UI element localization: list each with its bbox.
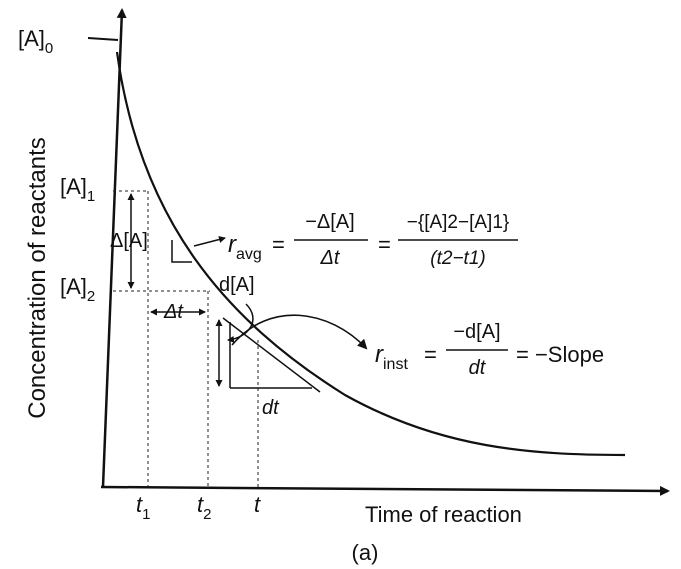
delta-a-label: Δ[A] <box>110 230 148 252</box>
r-inst-frac-num: −d[A] <box>453 321 500 343</box>
r-avg-equals2: = <box>378 232 391 257</box>
r-inst-equals: = <box>424 342 437 367</box>
svg-text:rinst: rinst <box>375 341 408 373</box>
t-label: t <box>254 492 261 517</box>
svg-text:ravg: ravg <box>228 231 262 263</box>
r-avg-symbol: r <box>228 231 237 258</box>
r-avg-equation: ravg = −Δ[A] Δt = −{[A]2−[A]1} (t2−t1) <box>228 211 518 269</box>
y-axis-label: Concentration of reactants <box>24 137 51 419</box>
a0-tick <box>87 37 119 41</box>
r-inst-sub: inst <box>383 356 408 373</box>
r-inst-tail: = −Slope <box>516 342 604 367</box>
r-avg-frac2-num: −{[A]2−[A]1} <box>407 212 509 233</box>
a0-label: [A]0 <box>18 26 53 57</box>
inst-pointer-arrow <box>231 314 368 350</box>
t1-label: t1 <box>136 492 150 523</box>
r-avg-frac1-num: −Δ[A] <box>305 211 355 233</box>
r-inst-equation: rinst = −d[A] dt = −Slope <box>375 321 604 379</box>
r-avg-equals: = <box>272 232 285 257</box>
t2-label: t2 <box>197 492 211 523</box>
d-t-label: dt <box>262 397 280 419</box>
r-avg-frac2-den: (t2−t1) <box>430 248 485 269</box>
da-curved-arrow <box>227 303 254 343</box>
a2-label: [A]2 <box>60 274 95 305</box>
r-inst-symbol: r <box>375 341 384 368</box>
x-axis-label: Time of reaction <box>365 502 522 527</box>
avg-pointer-arrow <box>193 236 226 247</box>
x-axis <box>100 485 670 496</box>
figure-caption: (a) <box>352 540 379 565</box>
r-inst-frac-den: dt <box>469 357 487 379</box>
r-avg-sub: avg <box>236 246 262 263</box>
r-avg-frac1-den: Δt <box>320 247 341 269</box>
y-axis <box>101 8 127 488</box>
avg-slope-triangle <box>171 240 192 263</box>
tangent-line <box>222 317 321 393</box>
delta-t-label: Δt <box>163 301 184 323</box>
concentration-curve <box>115 51 626 457</box>
a1-label: [A]1 <box>60 174 95 205</box>
d-a-label: d[A] <box>219 274 255 296</box>
